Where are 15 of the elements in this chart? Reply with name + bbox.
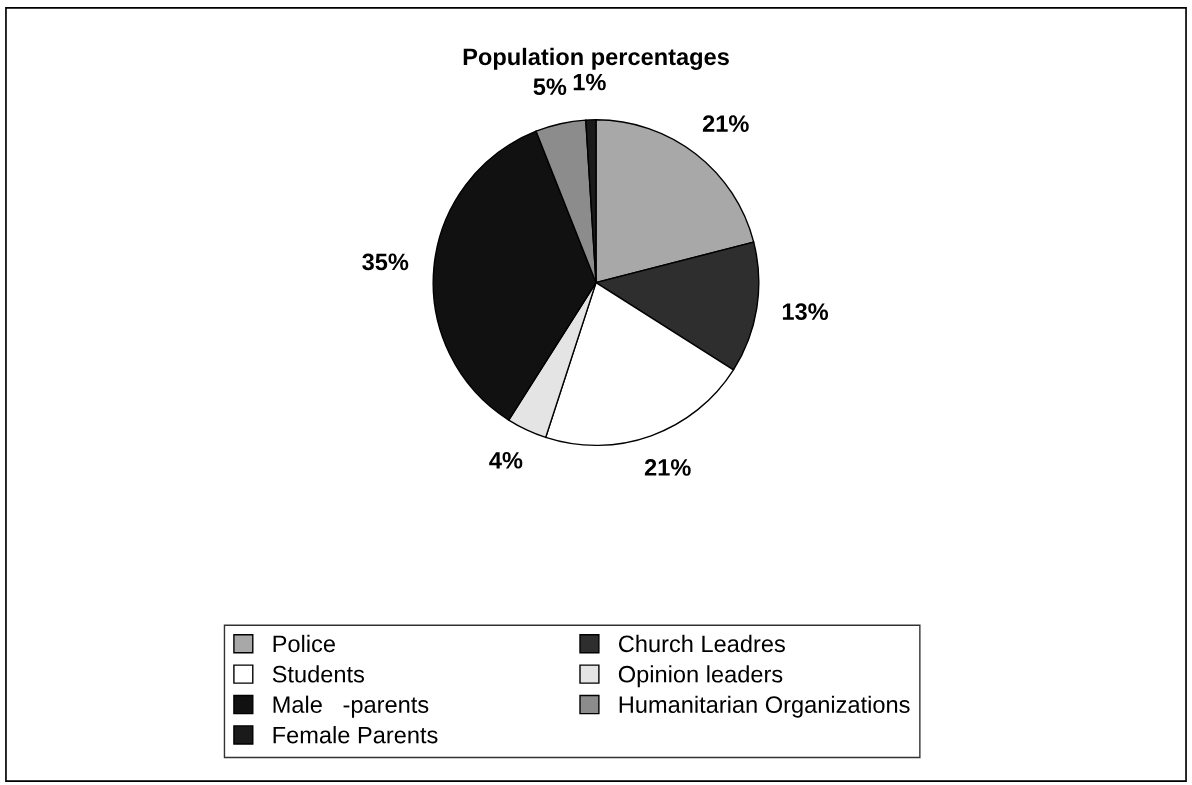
- data-label: 35%: [362, 253, 409, 271]
- legend-label: Female Parents: [273, 726, 438, 744]
- legend-label: Opinion leaders: [618, 665, 783, 688]
- data-label: 21%: [644, 459, 691, 476]
- legend-label: Male -parents: [273, 695, 429, 718]
- data-label: 1%: [573, 73, 606, 91]
- data-label: 5%: [533, 78, 567, 96]
- chart-title: Population percentages: [463, 47, 729, 70]
- data-label: 21%: [702, 115, 749, 132]
- legend-label: Humanitarian Organizations: [619, 695, 910, 718]
- legend-label: Students: [272, 665, 365, 683]
- data-label: 4%: [489, 452, 523, 469]
- data-label: 13%: [782, 303, 829, 321]
- legend-label: Church Leadres: [618, 634, 785, 653]
- legend-label: Police: [273, 634, 335, 653]
